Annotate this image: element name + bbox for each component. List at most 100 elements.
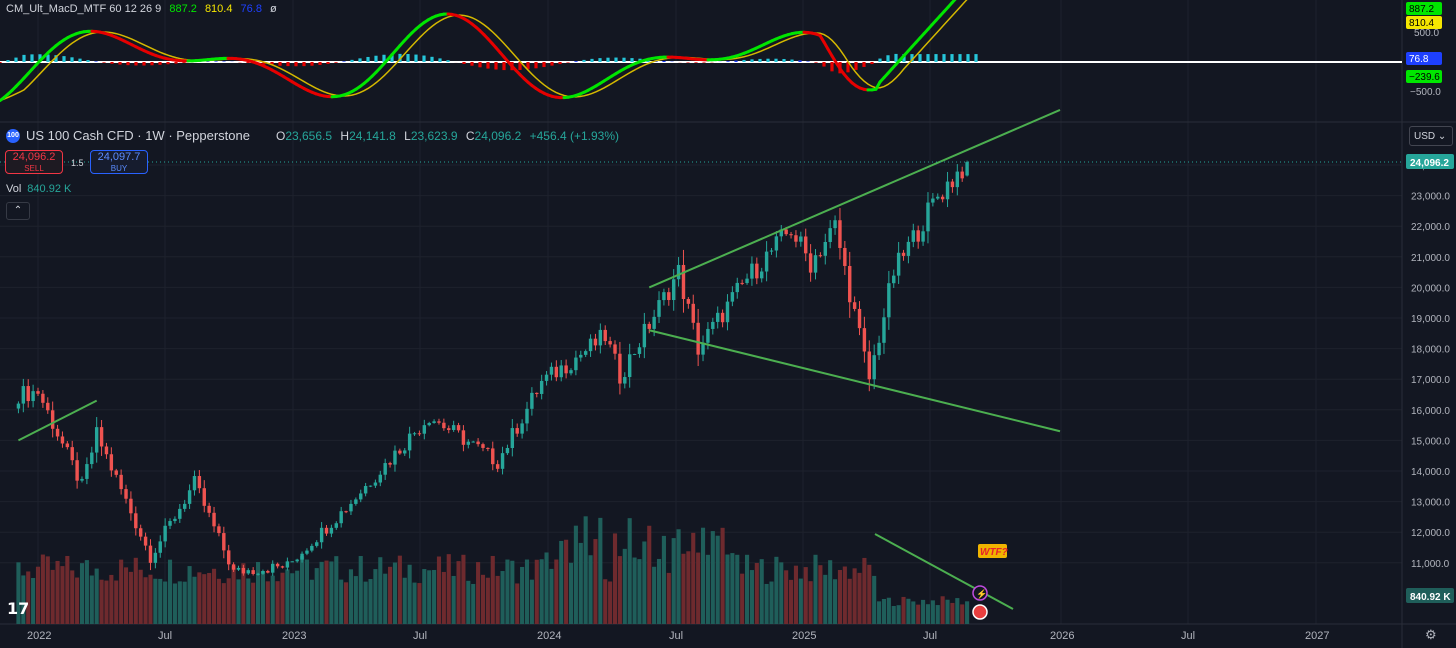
volume-bar [89, 575, 94, 624]
volume-bar [896, 605, 901, 624]
price-tick-label: 21,000.0 [1411, 253, 1450, 264]
volume-bar [65, 555, 70, 624]
volume-bar [676, 529, 681, 624]
candle-body [593, 338, 598, 346]
volume-bar [368, 579, 373, 624]
volume-bar [842, 566, 847, 624]
candle-body [686, 299, 691, 304]
volume-bar [916, 604, 921, 624]
candle-body [94, 427, 99, 453]
candle-body [192, 476, 197, 491]
histogram-bar [830, 62, 834, 72]
histogram-bar [806, 61, 810, 62]
volume-bar [255, 561, 261, 624]
volume-bar [26, 571, 31, 624]
candle-body [207, 505, 211, 513]
sell-button[interactable]: 24,096.2 SELL [5, 150, 63, 174]
volume-bar [123, 567, 129, 624]
price-tick-label: 12,000.0 [1411, 528, 1450, 539]
volume-bar [603, 579, 608, 624]
histogram-bar [614, 57, 618, 62]
candle-body [872, 355, 876, 380]
volume-bar [490, 555, 495, 624]
histogram-bar [566, 62, 570, 63]
volume-bar [300, 556, 305, 624]
candle-body [940, 196, 945, 200]
candle-body [138, 528, 143, 537]
candle-body [187, 490, 192, 504]
symbol-title[interactable]: US 100 Cash CFD · 1W · Pepperstone [26, 128, 250, 143]
candle-body [178, 508, 182, 519]
price-tick-label: 20,000.0 [1411, 283, 1450, 294]
indicator-name: CM_Ult_MacD_MTF 60 12 26 9 [6, 3, 162, 15]
candle-body [911, 230, 916, 242]
volume-bar [485, 577, 490, 624]
price-tick-label: 11,000.0 [1411, 559, 1450, 570]
histogram-bar [894, 53, 898, 62]
change-value: +456.4 (+1.93%) [529, 128, 620, 143]
volume-bar [231, 566, 236, 624]
volume-bar [348, 569, 354, 624]
tradingview-logo[interactable]: 17 [7, 599, 30, 618]
candle-body [119, 474, 123, 490]
candle-body [608, 341, 612, 345]
volume-bar [515, 583, 520, 624]
histogram-bar [382, 54, 386, 62]
histogram-bar [406, 54, 410, 62]
volume-bar [725, 554, 730, 624]
candle-body [481, 444, 485, 448]
candle-body [652, 316, 656, 329]
candle-body [525, 408, 529, 424]
volume-legend[interactable]: Vol 840.92 K [6, 183, 72, 195]
histogram-bar [174, 62, 178, 64]
symbol-legend[interactable]: 100 US 100 Cash CFD · 1W · Pepperstone O… [6, 128, 624, 143]
volume-bar [216, 578, 221, 624]
histogram-bar [430, 56, 434, 62]
currency-selector[interactable]: USD ⌄ [1409, 126, 1453, 146]
volume-bar [754, 562, 759, 624]
histogram-bar [766, 58, 770, 62]
candle-body [877, 342, 881, 356]
volume-bar [661, 535, 666, 624]
price-tick-label: 14,000.0 [1411, 467, 1450, 478]
volume-bar [960, 604, 965, 624]
indicator-legend[interactable]: CM_Ult_MacD_MTF 60 12 26 9 887.2 810.4 7… [6, 3, 282, 15]
histogram-bar [662, 60, 666, 62]
histogram-bar [942, 54, 946, 62]
macd-badge-bg [1406, 2, 1442, 15]
histogram-bar [158, 62, 162, 65]
histogram-bar [782, 58, 786, 62]
candle-body [823, 241, 827, 256]
histogram-bar [846, 62, 850, 73]
volume-bar [911, 601, 916, 624]
candle-body [271, 563, 275, 573]
volume-bar [260, 571, 265, 624]
volume-bar [857, 572, 862, 624]
candle-body [505, 448, 510, 454]
histogram-bar [910, 54, 914, 62]
histogram-bar [574, 61, 578, 62]
candle-body [838, 220, 842, 248]
histogram-bar [926, 54, 930, 62]
buy-button[interactable]: 24,097.7 BUY [90, 150, 148, 174]
candle-body [544, 374, 549, 381]
volume-bar [84, 560, 89, 624]
candle-body [359, 493, 363, 500]
volume-bar [637, 559, 642, 624]
candle-body [437, 421, 441, 423]
collapse-legend-button[interactable]: ⌃ [6, 202, 30, 220]
volume-bar [344, 582, 349, 624]
volume-bar [412, 582, 417, 624]
volume-bar [427, 570, 432, 624]
volume-bar [852, 568, 857, 624]
histogram-bar [350, 59, 354, 62]
volume-badge-bg [1406, 588, 1454, 603]
settings-gear-icon[interactable]: ⚙ [1425, 627, 1437, 642]
candle-body [427, 422, 431, 426]
histogram-bar [390, 54, 394, 62]
candle-body [124, 489, 128, 499]
candle-body [916, 230, 920, 242]
histogram-bar [902, 54, 906, 62]
volume-bar [847, 578, 852, 624]
